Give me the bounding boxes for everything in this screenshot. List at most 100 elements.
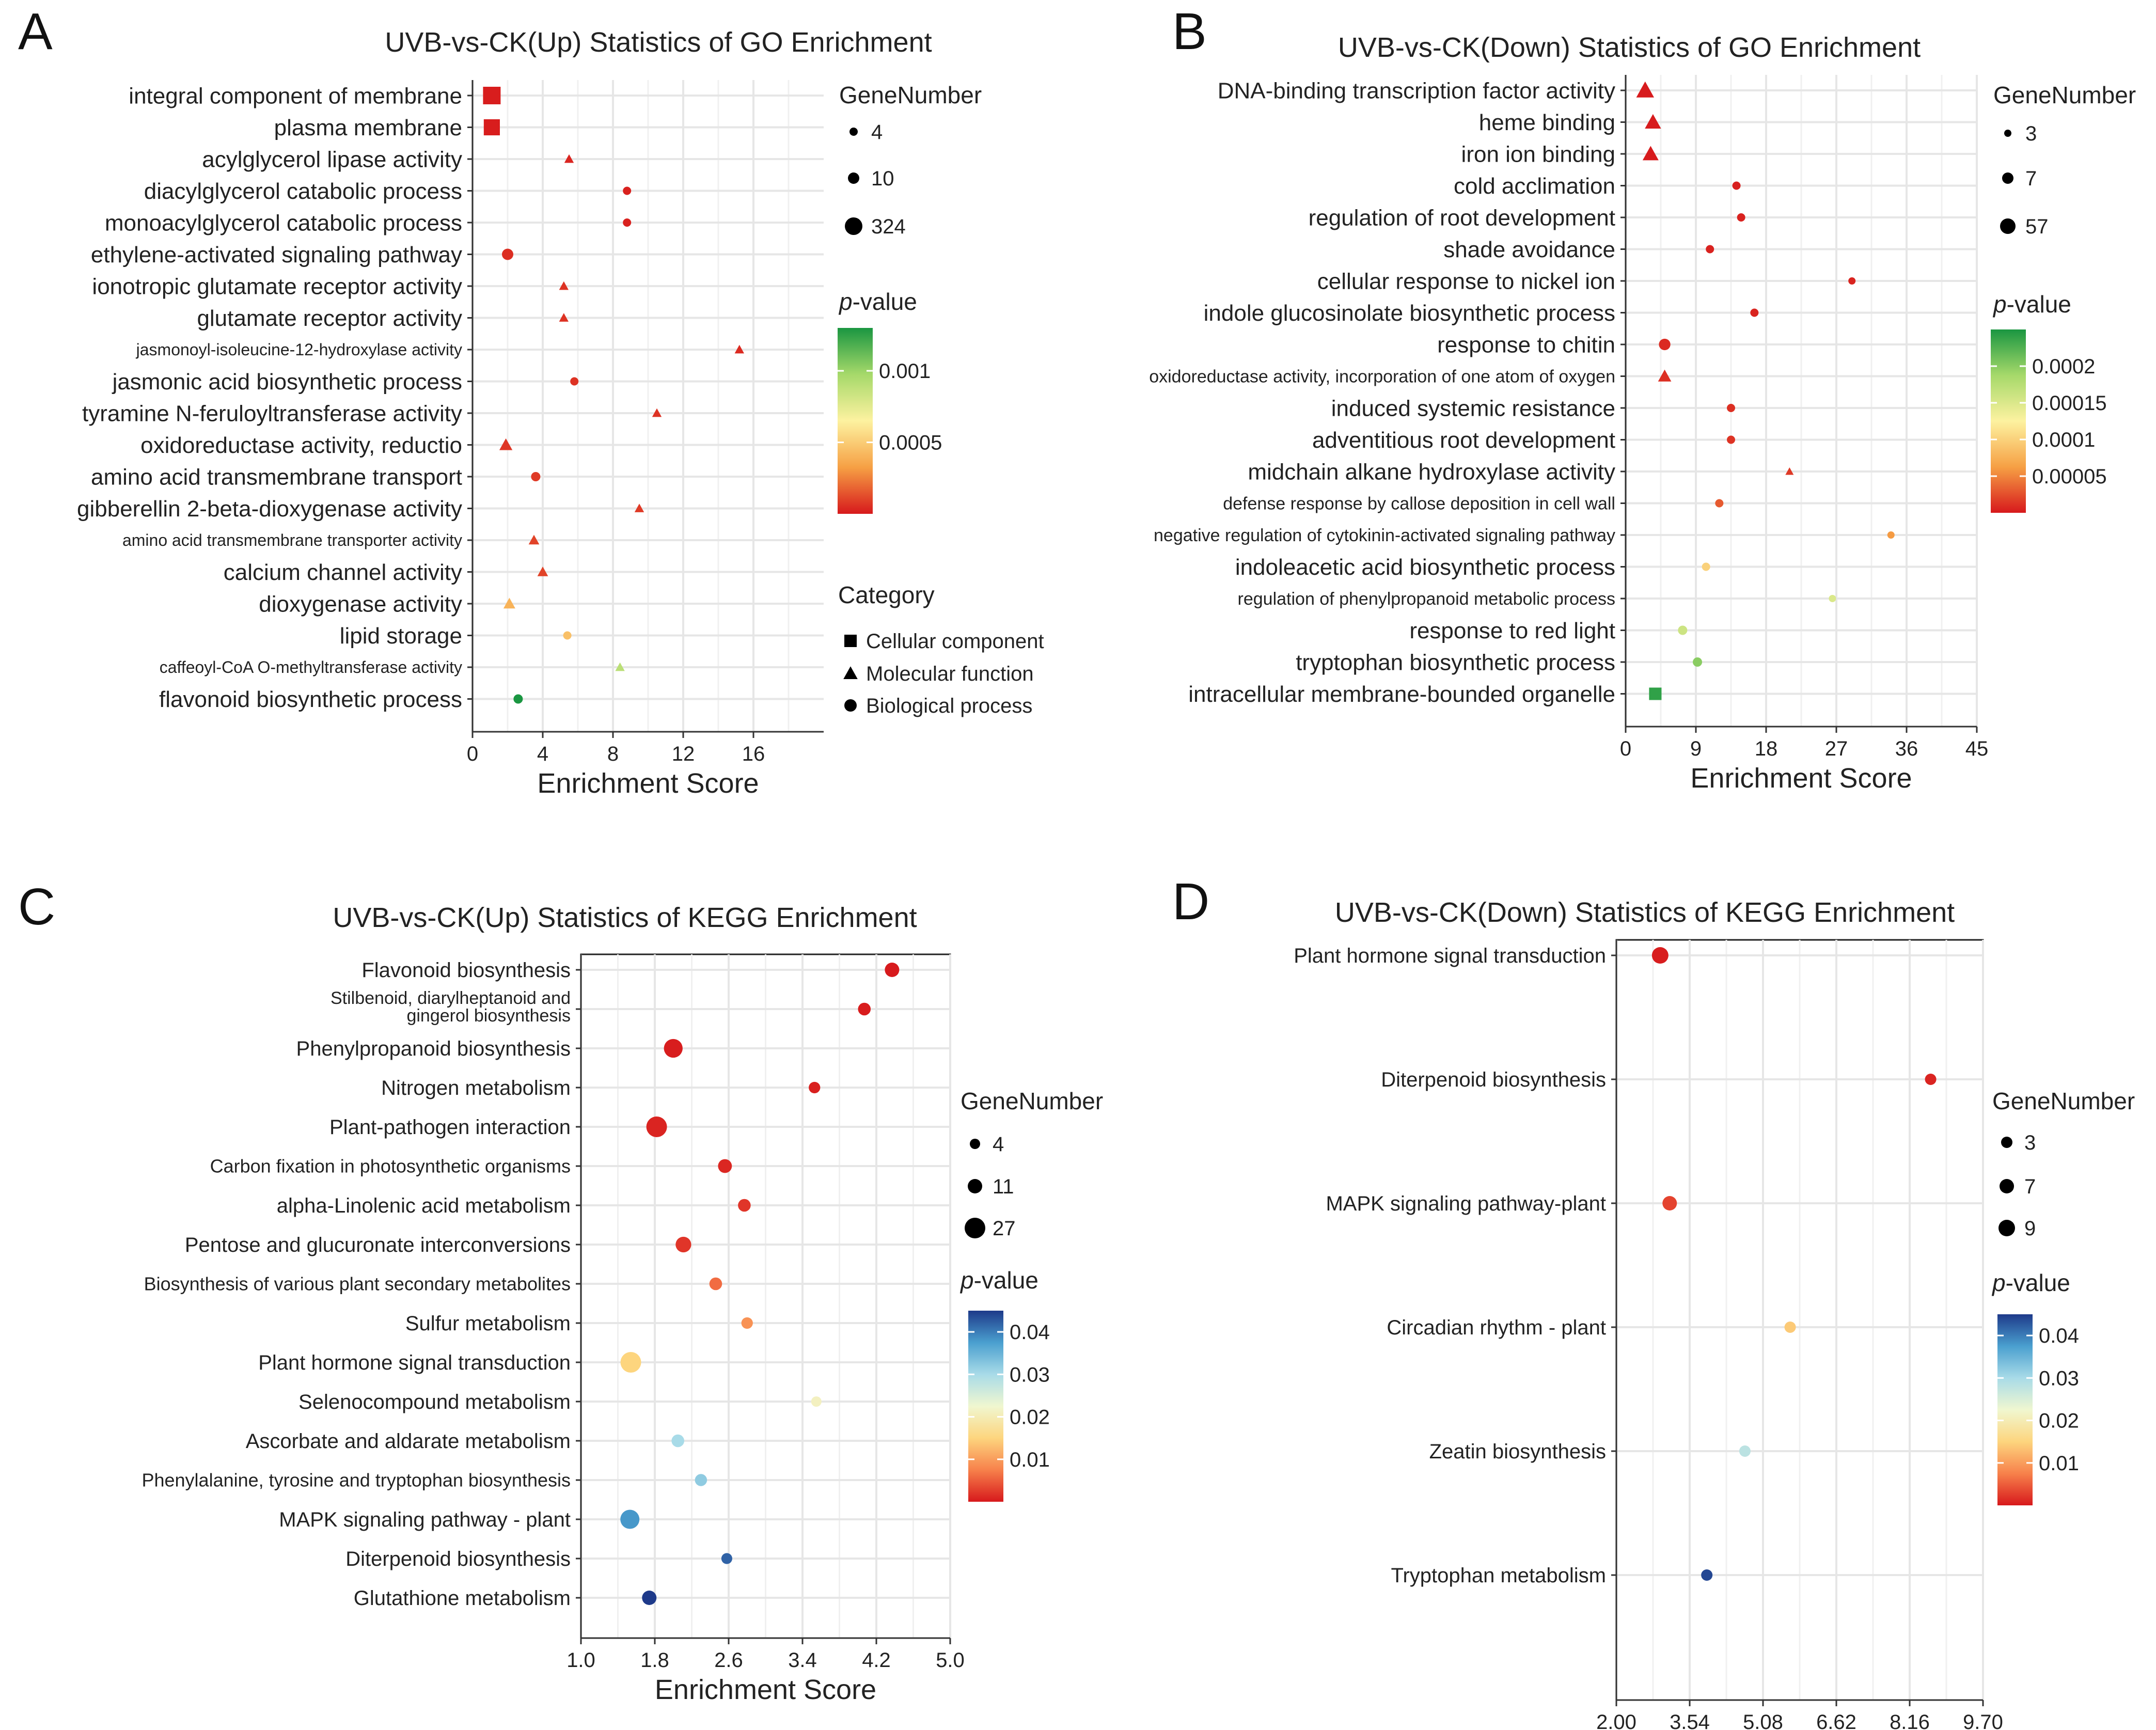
color-legend-title-italic: p [1991, 1269, 2006, 1296]
data-point [1662, 1196, 1677, 1210]
data-point [718, 1159, 732, 1173]
y-tick-label: calcium channel activity [224, 560, 462, 585]
shape-legend-key [844, 699, 857, 712]
shape-legend-key [843, 666, 858, 680]
y-tick-label: jasmonic acid biosynthetic process [112, 369, 462, 395]
x-tick-label: 18 [1755, 737, 1778, 760]
x-axis-label: Enrichment Score [537, 768, 759, 799]
color-legend-title-rest: -value [853, 288, 917, 315]
y-tick-label: regulation of root development [1309, 205, 1615, 230]
data-point [1659, 338, 1671, 351]
color-legend-label: 0.0005 [879, 432, 942, 454]
data-point [1784, 1322, 1796, 1333]
x-tick-label: 1.8 [640, 1649, 669, 1672]
data-point [664, 1039, 683, 1058]
chart-title: UVB-vs-CK(Up) Statistics of KEGG Enrichm… [333, 902, 917, 933]
x-tick-label: 3.4 [788, 1649, 817, 1672]
data-point [1750, 308, 1759, 317]
y-tick-label: gibberellin 2-beta-dioxygenase activity [77, 496, 462, 522]
y-tick-label: DNA-binding transcription factor activit… [1218, 78, 1615, 103]
color-legend-label: 0.00015 [2032, 392, 2107, 415]
data-point [741, 1317, 753, 1329]
data-point [623, 186, 632, 195]
y-tick-label: oxidoreductase activity, reductio [140, 433, 462, 458]
y-tick-label-line: gingerol biosynthesis [406, 1006, 571, 1026]
y-tick-label: amino acid transmembrane transporter act… [122, 531, 462, 549]
size-legend-key [965, 1218, 985, 1238]
y-tick-label: Pentose and glucuronate interconversions [185, 1234, 571, 1256]
y-tick-label: Selenocompound metabolism [298, 1391, 571, 1413]
data-point [1636, 81, 1655, 98]
data-point [623, 218, 632, 227]
y-tick-label: Diterpenoid biosynthesis [1381, 1068, 1606, 1091]
x-tick-label: 5.0 [936, 1649, 965, 1672]
y-tick-label: Plant hormone signal transduction [1294, 945, 1606, 967]
y-tick-label: Zeatin biosynthesis [1429, 1440, 1606, 1463]
panel-letter: B [1172, 3, 1207, 60]
panel-c: C UVB-vs-CK(Up) Statistics of KEGG Enrich… [18, 878, 1103, 1705]
y-tick-label: amino acid transmembrane transport [91, 464, 462, 490]
color-legend-title-rest: -value [974, 1267, 1038, 1294]
chart-title: UVB-vs-CK(Down) Statistics of KEGG Enric… [1335, 897, 1955, 928]
data-point [1693, 657, 1703, 667]
size-legend-title: GeneNumber [961, 1088, 1103, 1114]
y-tick-label: Tryptophan metabolism [1391, 1564, 1606, 1587]
y-tick-label: intracellular membrane-bounded organelle [1188, 682, 1615, 707]
color-legend-label: 0.02 [1010, 1406, 1050, 1429]
x-axis-label: Enrichment Score [655, 1674, 876, 1705]
data-point [620, 1509, 640, 1529]
data-point [563, 631, 572, 640]
x-tick-label: 27 [1825, 737, 1848, 760]
y-tick-label: plasma membrane [274, 115, 462, 140]
y-tick-label: cellular response to nickel ion [1317, 269, 1615, 294]
data-point [1649, 687, 1662, 700]
data-point [1706, 245, 1714, 254]
y-tick-label: heme binding [1479, 110, 1615, 135]
color-legend-title: p-value [1991, 1269, 2070, 1296]
size-legend-label: 7 [2025, 167, 2037, 190]
x-tick-label: 16 [742, 743, 765, 765]
panel-a: A UVB-vs-CK(Up) Statistics of GO Enrichme… [18, 3, 1044, 799]
data-point [634, 504, 644, 512]
size-legend-label: 57 [2025, 215, 2049, 238]
data-point [483, 87, 501, 104]
y-tick-label: tryptophan biosynthetic process [1296, 650, 1615, 675]
data-point [537, 567, 548, 576]
data-point [1727, 435, 1735, 444]
chart-title: UVB-vs-CK(Up) Statistics of GO Enrichmen… [385, 27, 932, 58]
color-legend-label: 0.0001 [2032, 429, 2095, 451]
x-tick-label: 8 [607, 743, 619, 765]
color-legend-label: 0.001 [879, 360, 931, 383]
data-point [1702, 562, 1710, 571]
color-legend-label: 0.0002 [2032, 355, 2095, 378]
data-point [559, 281, 569, 290]
y-tick-label: Diterpenoid biosynthesis [345, 1548, 571, 1570]
data-point [1658, 369, 1672, 382]
size-legend-key [2000, 1179, 2014, 1193]
size-legend-title: GeneNumber [1992, 1088, 2135, 1114]
color-legend-title: p-value [959, 1267, 1038, 1294]
y-tick-label: Glutathione metabolism [354, 1587, 571, 1610]
color-legend-label: 0.04 [2039, 1325, 2079, 1347]
size-legend-label: 7 [2024, 1175, 2036, 1198]
y-tick-label: flavonoid biosynthetic process [159, 687, 462, 712]
y-tick-label: response to red light [1409, 618, 1615, 643]
shape-legend-title: Category [838, 581, 935, 608]
color-legend-bar [968, 1311, 1003, 1502]
y-tick-label: tyramine N-feruloyltransferase activity [82, 401, 462, 426]
y-tick-label: ionotropic glutamate receptor activity [92, 274, 462, 299]
color-legend-bar [838, 328, 873, 514]
data-point [858, 1002, 871, 1016]
size-legend-key [2000, 218, 2016, 234]
y-tick-label: Plant-pathogen interaction [329, 1116, 571, 1139]
size-legend-key [970, 1139, 980, 1149]
size-legend-key [845, 217, 862, 235]
data-point [1887, 531, 1895, 539]
size-legend-key [848, 172, 859, 184]
size-legend-title: GeneNumber [1993, 82, 2136, 108]
x-tick-label: 12 [672, 743, 695, 765]
data-point [1715, 499, 1724, 508]
size-legend-label: 3 [2024, 1131, 2036, 1154]
y-tick-label: Sulfur metabolism [405, 1312, 571, 1335]
x-tick-label: 4.2 [862, 1649, 891, 1672]
